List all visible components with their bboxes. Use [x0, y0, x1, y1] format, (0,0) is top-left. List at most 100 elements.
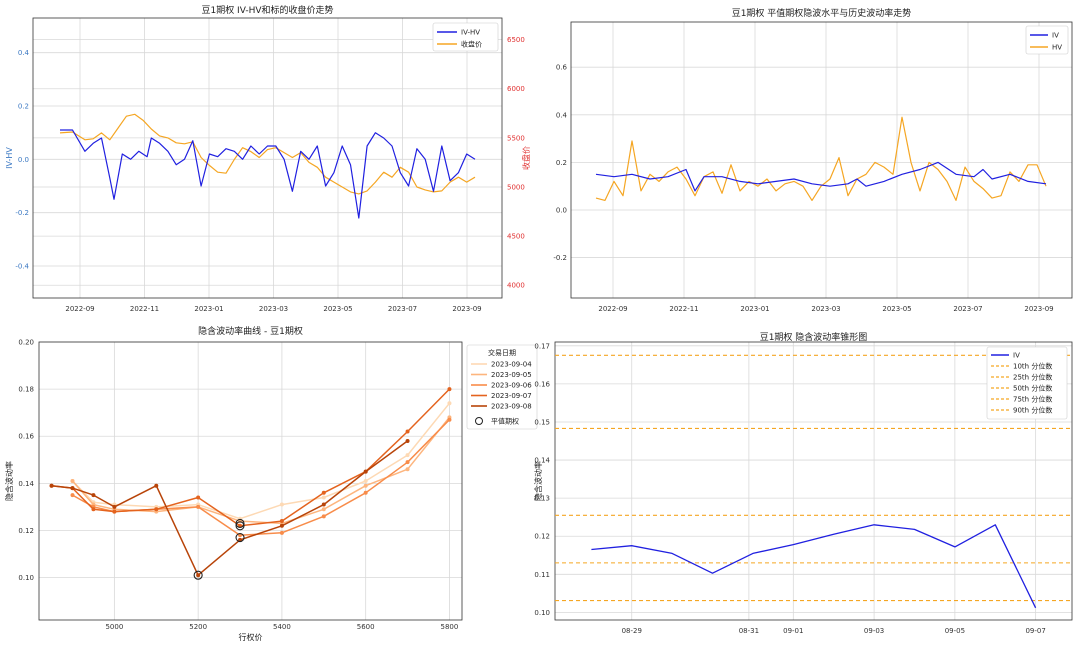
smile-point: [196, 504, 201, 509]
smile-point: [321, 514, 326, 519]
y-tick-label: 0.17: [534, 342, 550, 350]
x-tick-label: 09-07: [1025, 627, 1045, 635]
x-tick-label: 2023-09: [1024, 305, 1053, 313]
y-tick-label: 0.10: [534, 609, 550, 617]
smile-series-1: [71, 402, 450, 520]
legend-title: 交易日期: [488, 348, 516, 357]
smile-series-2: [71, 416, 450, 525]
y2-tick-label: 5500: [507, 134, 525, 142]
iv-hv-close-chart: 0.4 0.2 0.0 -0.2 -0.4 6500 6000 5500 5000 4500 400…: [5, 4, 531, 313]
smile-point: [70, 479, 75, 483]
smile-point: [112, 509, 117, 514]
x-tick-label: 2023-09: [452, 305, 481, 313]
smile-series-3: [72, 419, 450, 536]
smile-point: [321, 507, 326, 512]
legend-label-percentile: 10th 分位数: [1013, 362, 1052, 371]
smile-point: [91, 493, 96, 498]
smile-point: [279, 530, 284, 535]
smile-point: [279, 523, 284, 528]
iv-cone-chart: 0.17 0.16 0.15 0.14 0.13 0.12 0.11 0.10 08-29 08-…: [533, 331, 1073, 635]
x-tick-label: 2022-09: [65, 305, 94, 313]
y-axis-label: 隐含波动率: [533, 461, 543, 501]
atm-marker: [235, 532, 245, 543]
x-tick-label: 2023-05: [323, 305, 352, 313]
y-tick-label: 0.2: [18, 103, 29, 111]
legend-label-iv: IV: [1052, 32, 1059, 40]
smile-series-5: [51, 440, 409, 576]
legend-box: [466, 344, 538, 430]
smile-point: [70, 486, 75, 491]
y-tick-label: 0.4: [556, 111, 568, 119]
plot-frame: [554, 341, 1073, 621]
x-tick-label: 09-05: [945, 627, 965, 635]
smile-point: [154, 483, 159, 488]
iv-series: [595, 161, 1047, 192]
smile-series-4: [51, 388, 450, 527]
smile-point: [238, 523, 243, 528]
y-tick-label: 0.12: [18, 527, 34, 535]
x-tick-label: 5200: [189, 623, 207, 631]
x-tick-label: 2022-11: [130, 305, 159, 313]
smile-point: [238, 537, 243, 542]
y2-tick-label: 6500: [507, 36, 525, 44]
smile-point: [363, 479, 368, 483]
x-tick-label: 5800: [441, 623, 459, 631]
y-tick-label: 0.12: [534, 533, 550, 541]
smile-point: [405, 429, 410, 434]
smile-point: [238, 533, 243, 538]
y-tick-label: 0.16: [534, 380, 550, 388]
legend-label-atm: 平值期权: [491, 417, 519, 426]
smile-point: [363, 490, 368, 495]
smile-point: [279, 519, 284, 524]
legend-label: 2023-09-08: [491, 403, 532, 411]
smile-point: [154, 507, 159, 512]
x-tick-label: 5000: [105, 623, 123, 631]
chart-title: 隐含波动率曲线 - 豆1期权: [198, 325, 303, 337]
y-tick-label: -0.4: [15, 263, 29, 271]
legend-label-ivhv: IV-HV: [461, 29, 480, 37]
legend-label: 2023-09-05: [491, 371, 532, 379]
x-tick-label: 2023-07: [388, 305, 417, 313]
iv-smile-chart: 0.20 0.18 0.16 0.14 0.12 0.10 5000 5200 5400 5600…: [4, 325, 538, 642]
atm-marker: [235, 521, 245, 531]
x-tick-label: 09-03: [864, 627, 884, 635]
legend: IV HV: [1025, 25, 1069, 55]
legend-label-iv: IV: [1013, 352, 1020, 360]
smile-point: [112, 504, 117, 509]
legend-label-close: 收盘价: [461, 40, 482, 49]
y-tick-label: 0.14: [534, 457, 550, 465]
smile-point: [321, 490, 326, 495]
x-tick-label: 5400: [273, 623, 291, 631]
close-price-series: [59, 113, 476, 195]
x-tick-label: 09-01: [783, 627, 803, 635]
smile-point: [405, 460, 410, 465]
legend-label-percentile: 90th 分位数: [1013, 406, 1052, 415]
smile-point: [321, 502, 326, 507]
x-axis-label: 行权价: [239, 632, 263, 642]
smile-point: [279, 502, 284, 507]
x-tick-label: 2023-01: [194, 305, 223, 313]
y-tick-label: 0.2: [556, 159, 567, 167]
smile-point: [91, 507, 96, 512]
legend-label-percentile: 25th 分位数: [1013, 373, 1052, 382]
iv-hv-series: [60, 129, 476, 219]
x-tick-label: 2023-03: [811, 305, 840, 313]
legend: IV 10th 分位数 25th 分位数 50th 分位数 75th 分位数 90th 分…: [986, 346, 1068, 420]
smile-point: [321, 495, 326, 500]
chart-title: 豆1期权 平值期权隐波水平与历史波动率走势: [732, 7, 912, 19]
y-tick-label: 0.4: [18, 49, 30, 57]
y-tick-label: 0.6: [556, 64, 568, 72]
smile-point: [49, 483, 54, 488]
legend-box: [986, 346, 1068, 420]
x-tick-label: 2023-05: [882, 305, 911, 313]
y-tick-label: 0.0: [18, 156, 29, 164]
smile-point: [447, 401, 452, 406]
plot-frame: [570, 21, 1073, 299]
y2-tick-label: 4000: [507, 282, 525, 290]
legend-label-percentile: 50th 分位数: [1013, 384, 1052, 393]
atm-marker: [193, 570, 203, 580]
x-tick-label: 08-29: [622, 627, 642, 635]
plot-frame: [32, 17, 503, 299]
smile-point: [447, 387, 452, 392]
